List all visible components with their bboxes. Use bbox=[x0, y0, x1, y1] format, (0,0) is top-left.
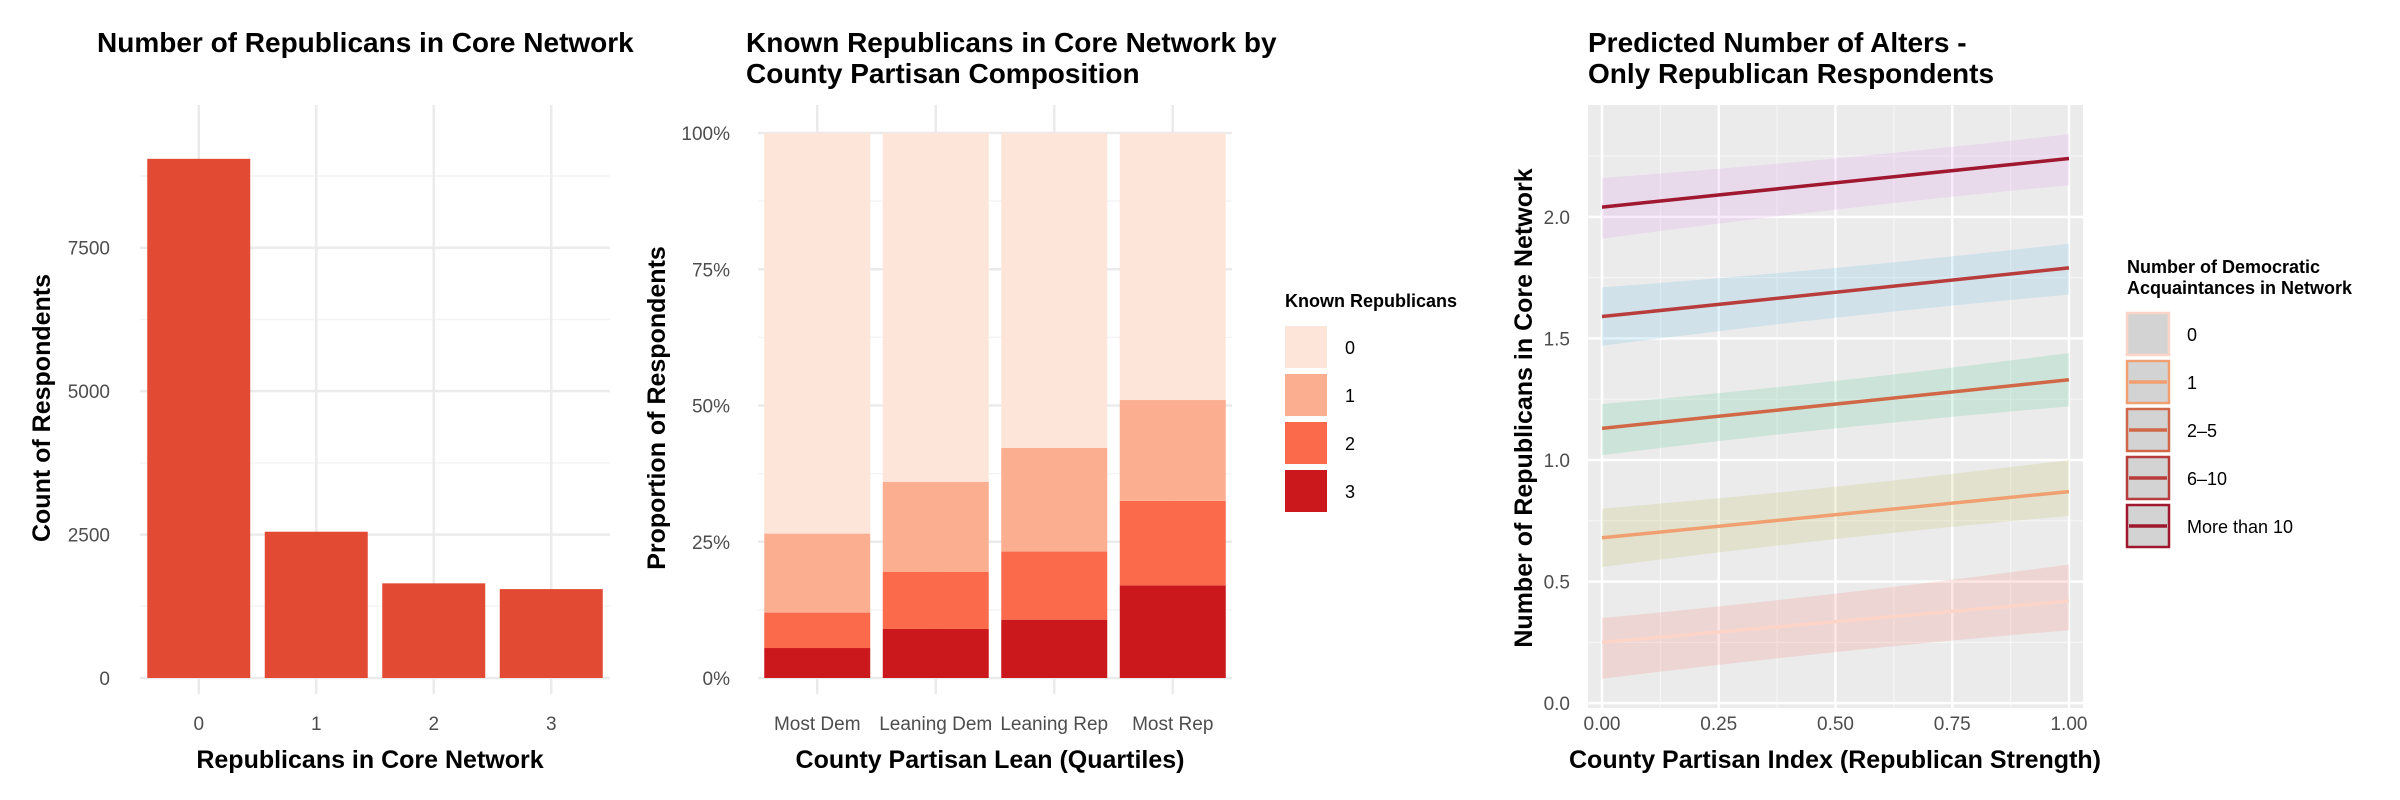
chart3-y-tick-labels: 0.0 0.5 1.0 1.5 2.0 bbox=[1544, 208, 1570, 715]
chart1-y-tick: 2500 bbox=[68, 526, 110, 547]
stacked-bar-Most Rep-0 bbox=[1119, 133, 1226, 401]
legend-label: 0 bbox=[2187, 325, 2197, 345]
chart2-x-tick-labels: Most Dem Leaning Dem Leaning Rep Most Rep bbox=[774, 714, 1213, 735]
chart3-legend: 0 1 2–5 6–10 More than 10 bbox=[2125, 311, 2293, 549]
chart3-y-tick: 1.0 bbox=[1544, 451, 1570, 472]
chart2-y-axis-title: Proportion of Respondents bbox=[643, 246, 671, 570]
chart3-x-tick: 0.25 bbox=[1700, 714, 1737, 735]
chart2-stacked-bars bbox=[764, 133, 1226, 678]
chart-republicans-count: Number of Republicans in Core Network 0 2… bbox=[28, 27, 634, 774]
chart3-y-tick: 1.5 bbox=[1544, 329, 1570, 350]
chart3-x-tick: 1.00 bbox=[2050, 714, 2087, 735]
chart3-title-line2: Only Republican Respondents bbox=[1588, 58, 1994, 89]
series-line-6–10 bbox=[1601, 266, 2070, 319]
legend-label: 0 bbox=[1345, 338, 1355, 358]
legend-key-0 bbox=[1285, 326, 1327, 368]
stacked-bar-Most Dem-3 bbox=[764, 648, 871, 678]
chart1-y-tick: 5000 bbox=[68, 382, 110, 403]
chart3-x-tick: 0.75 bbox=[1934, 714, 1971, 735]
chart1-x-tick: 3 bbox=[546, 714, 557, 735]
legend-key-0 bbox=[2125, 311, 2171, 357]
chart3-legend-title-line1: Number of Democratic bbox=[2127, 257, 2320, 277]
confidence-band-6–10 bbox=[1602, 243, 2069, 346]
chart3-x-tick-labels: 0.00 0.25 0.50 0.75 1.00 bbox=[1584, 714, 2088, 735]
stacked-bar-Most Rep-1 bbox=[1119, 400, 1226, 501]
chart2-y-tick: 100% bbox=[681, 124, 730, 145]
chart2-x-tick: Leaning Dem bbox=[879, 714, 992, 735]
chart3-y-tick: 0.5 bbox=[1544, 573, 1570, 594]
legend-label: 2 bbox=[1345, 434, 1355, 454]
chart2-x-axis-title: County Partisan Lean (Quartiles) bbox=[796, 746, 1185, 774]
chart1-x-tick: 2 bbox=[428, 714, 439, 735]
stacked-bar-Most Dem-1 bbox=[764, 533, 871, 613]
series-line-2–5 bbox=[1601, 378, 2070, 431]
legend-label: 1 bbox=[2187, 373, 2197, 393]
chart3-y-tick: 2.0 bbox=[1544, 208, 1570, 229]
chart2-y-tick: 50% bbox=[692, 397, 730, 418]
stacked-bar-Leaning Dem-2 bbox=[882, 571, 989, 629]
chart1-y-tick: 0 bbox=[99, 669, 110, 690]
chart3-x-axis-title: County Partisan Index (Republican Streng… bbox=[1569, 746, 2101, 774]
chart2-legend-title: Known Republicans bbox=[1285, 291, 1457, 311]
bar-0 bbox=[147, 158, 251, 678]
chart3-x-tick: 0.50 bbox=[1817, 714, 1854, 735]
legend-label: 3 bbox=[1345, 482, 1355, 502]
stacked-bar-Most Dem-0 bbox=[764, 133, 871, 534]
stacked-bar-Most Dem-2 bbox=[764, 612, 871, 649]
chart2-legend: 0 1 2 3 bbox=[1285, 326, 1355, 512]
chart2-y-tick: 25% bbox=[692, 533, 730, 554]
chart1-x-tick: 0 bbox=[193, 714, 204, 735]
chart3-y-axis-title: Number of Republicans in Core Network bbox=[1510, 168, 1538, 647]
stacked-bar-Leaning Rep-3 bbox=[1001, 619, 1108, 678]
stacked-bar-Leaning Dem-3 bbox=[882, 628, 989, 678]
stacked-bar-Most Rep-2 bbox=[1119, 500, 1226, 586]
stacked-bar-Leaning Rep-1 bbox=[1001, 448, 1108, 552]
chart2-title-line1: Known Republicans in Core Network by bbox=[746, 27, 1277, 58]
stacked-bar-Most Rep-3 bbox=[1119, 585, 1226, 678]
stacked-bar-Leaning Rep-2 bbox=[1001, 551, 1108, 620]
legend-key-1 bbox=[1285, 374, 1327, 416]
chart2-x-tick: Most Rep bbox=[1132, 714, 1213, 735]
chart2-y-tick: 75% bbox=[692, 260, 730, 281]
legend-label: More than 10 bbox=[2187, 517, 2293, 537]
chart1-x-tick: 1 bbox=[311, 714, 322, 735]
chart3-lines bbox=[1601, 156, 2070, 645]
chart1-title: Number of Republicans in Core Network bbox=[97, 27, 634, 58]
chart1-bars bbox=[147, 158, 603, 678]
chart2-x-tick: Leaning Rep bbox=[1000, 714, 1108, 735]
legend-label: 6–10 bbox=[2187, 469, 2227, 489]
stacked-bar-Leaning Dem-1 bbox=[882, 481, 989, 572]
legend-key-2 bbox=[1285, 422, 1327, 464]
chart1-y-tick-labels: 0 2500 5000 7500 bbox=[68, 239, 110, 690]
chart2-title-line2: County Partisan Composition bbox=[746, 58, 1140, 89]
stacked-bar-Leaning Rep-0 bbox=[1001, 133, 1108, 449]
chart2-y-tick-labels: 0% 25% 50% 75% 100% bbox=[681, 124, 730, 690]
chart3-legend-title-line2: Acquaintances in Network bbox=[2127, 278, 2353, 298]
chart-predicted-alters: Predicted Number of Alters - Only Republ… bbox=[1510, 27, 2353, 774]
legend-label: 1 bbox=[1345, 386, 1355, 406]
chart1-x-axis-title: Republicans in Core Network bbox=[196, 746, 543, 774]
bar-1 bbox=[264, 531, 368, 678]
chart3-y-tick: 0.0 bbox=[1544, 694, 1570, 715]
series-line-1 bbox=[1601, 489, 2070, 540]
bar-3 bbox=[499, 589, 603, 678]
legend-label: 2–5 bbox=[2187, 421, 2217, 441]
chart1-y-axis-title: Count of Respondents bbox=[28, 274, 56, 542]
chart-known-republicans-by-county: Known Republicans in Core Network by Cou… bbox=[643, 27, 1457, 774]
legend-key-3 bbox=[1285, 470, 1327, 512]
stacked-bar-Leaning Dem-0 bbox=[882, 133, 989, 482]
chart3-grid bbox=[1588, 105, 2083, 708]
series-line-0 bbox=[1601, 599, 2070, 645]
chart2-y-tick: 0% bbox=[703, 669, 731, 690]
chart1-y-tick: 7500 bbox=[68, 239, 110, 260]
chart2-x-tick: Most Dem bbox=[774, 714, 861, 735]
confidence-band-More than 10 bbox=[1602, 134, 2069, 239]
chart3-title-line1: Predicted Number of Alters - bbox=[1588, 27, 1967, 58]
chart3-x-tick: 0.00 bbox=[1584, 714, 1621, 735]
bar-2 bbox=[382, 583, 486, 678]
chart1-x-tick-labels: 0 1 2 3 bbox=[193, 714, 556, 735]
series-line-More than 10 bbox=[1601, 156, 2070, 209]
